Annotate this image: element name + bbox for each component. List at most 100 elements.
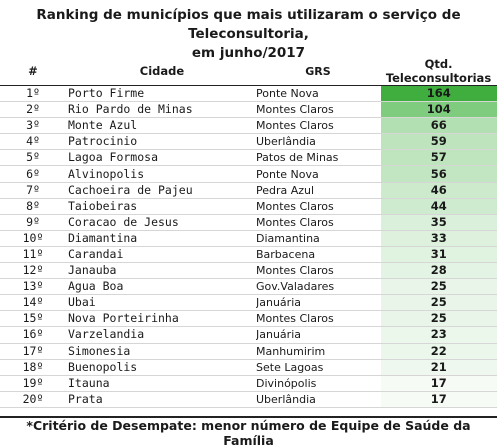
qtd-cell: 104 [379, 101, 497, 119]
rank-cell: 20º [0, 391, 66, 408]
qtd-cell: 46 [379, 182, 497, 199]
header-rank: # [0, 57, 66, 86]
rank-cell: 16º [0, 326, 66, 344]
table-row: 17º Simonesia Manhumirim 22 [0, 343, 497, 360]
city-cell: Prata [66, 391, 256, 408]
city-cell: Carandai [66, 246, 256, 264]
grs-cell: Divinópolis [256, 375, 380, 392]
city-cell: Varzelandia [66, 326, 256, 344]
qtd-cell: 56 [379, 165, 497, 183]
rank-cell: 9º [0, 214, 66, 231]
table-row: 13º Agua Boa Gov.Valadares 25 [0, 278, 497, 296]
table-row: 7º Cachoeira de Pajeu Pedra Azul 46 [0, 182, 497, 199]
qtd-cell: 25 [379, 294, 497, 312]
grs-cell: Ponte Nova [256, 165, 380, 183]
footnote-divider [0, 416, 497, 418]
qtd-cell: 59 [379, 133, 497, 151]
qtd-cell: 31 [379, 246, 497, 264]
table-row: 14º Ubai Januária 25 [0, 294, 497, 312]
qtd-cell: 25 [379, 310, 497, 328]
rank-cell: 7º [0, 182, 66, 199]
table-row: 10º Diamantina Diamantina 33 [0, 230, 497, 247]
rank-cell: 14º [0, 294, 66, 312]
city-cell: Porto Firme [66, 85, 256, 103]
rank-cell: 3º [0, 117, 66, 135]
grs-cell: Montes Claros [256, 101, 380, 119]
city-cell: Buenopolis [66, 359, 256, 376]
grs-cell: Montes Claros [256, 117, 380, 135]
rank-cell: 15º [0, 310, 66, 328]
city-cell: Coracao de Jesus [66, 214, 256, 231]
grs-cell: Januária [256, 294, 380, 312]
grs-cell: Montes Claros [256, 310, 380, 328]
qtd-cell: 44 [379, 198, 497, 215]
city-cell: Ubai [66, 294, 256, 312]
city-cell: Itauna [66, 375, 256, 392]
grs-cell: Pedra Azul [256, 182, 380, 199]
grs-cell: Uberlândia [256, 391, 380, 408]
table-row: 11º Carandai Barbacena 31 [0, 246, 497, 264]
footnote: *Critério de Desempate: menor número de … [26, 418, 471, 448]
table-row: 6º Alvinopolis Ponte Nova 56 [0, 165, 497, 183]
table-row: 2º Rio Pardo de Minas Montes Claros 104 [0, 101, 497, 119]
rank-cell: 6º [0, 165, 66, 183]
grs-cell: Barbacena [256, 246, 380, 264]
rank-cell: 17º [0, 343, 66, 360]
grs-cell: Ponte Nova [256, 85, 380, 103]
rank-cell: 1º [0, 85, 66, 103]
header-city: Cidade [66, 57, 256, 86]
grs-cell: Gov.Valadares [256, 278, 380, 296]
table-row: 5º Lagoa Formosa Patos de Minas 57 [0, 149, 497, 167]
grs-cell: Montes Claros [256, 198, 380, 215]
city-cell: Taiobeiras [66, 198, 256, 215]
grs-cell: Diamantina [256, 230, 380, 247]
city-cell: Rio Pardo de Minas [66, 101, 256, 119]
header-grs: GRS [256, 57, 380, 86]
city-cell: Lagoa Formosa [66, 149, 256, 167]
grs-cell: Montes Claros [256, 214, 380, 231]
city-cell: Nova Porteirinha [66, 310, 256, 328]
rank-cell: 4º [0, 133, 66, 151]
table-row: 3º Monte Azul Montes Claros 66 [0, 117, 497, 135]
table-row: 16º Varzelandia Januária 23 [0, 326, 497, 344]
header-qtd: Qtd. Teleconsultorias [380, 57, 497, 86]
rank-cell: 10º [0, 230, 66, 247]
city-cell: Diamantina [66, 230, 256, 247]
title-line-1: Ranking de municípios que mais utilizara… [36, 7, 461, 42]
city-cell: Simonesia [66, 343, 256, 360]
table-row: 8º Taiobeiras Montes Claros 44 [0, 198, 497, 215]
rank-cell: 11º [0, 246, 66, 264]
qtd-cell: 21 [379, 359, 497, 376]
city-cell: Agua Boa [66, 278, 256, 296]
table-body: 1º Porto Firme Ponte Nova 164 2º Rio Pardo de… [0, 85, 497, 408]
table-row: 9º Coracao de Jesus Montes Claros 35 [0, 214, 497, 231]
rank-cell: 12º [0, 262, 66, 280]
city-cell: Alvinopolis [66, 165, 256, 183]
table-row: 1º Porto Firme Ponte Nova 164 [0, 85, 497, 103]
grs-cell: Patos de Minas [256, 149, 380, 167]
grs-cell: Montes Claros [256, 262, 380, 280]
rank-cell: 5º [0, 149, 66, 167]
page-title: Ranking de municípios que mais utilizara… [0, 6, 497, 63]
rank-cell: 8º [0, 198, 66, 215]
qtd-cell: 33 [379, 230, 497, 247]
rank-cell: 19º [0, 375, 66, 392]
grs-cell: Januária [256, 326, 380, 344]
table-row: 20º Prata Uberlândia 17 [0, 391, 497, 408]
qtd-cell: 23 [379, 326, 497, 344]
table-row: 18º Buenopolis Sete Lagoas 21 [0, 359, 497, 376]
city-cell: Monte Azul [66, 117, 256, 135]
qtd-cell: 17 [379, 375, 497, 392]
qtd-cell: 22 [379, 343, 497, 360]
qtd-cell: 25 [379, 278, 497, 296]
grs-cell: Sete Lagoas [256, 359, 380, 376]
table-row: 15º Nova Porteirinha Montes Claros 25 [0, 310, 497, 328]
qtd-cell: 164 [379, 85, 497, 103]
grs-cell: Uberlândia [256, 133, 380, 151]
qtd-cell: 35 [379, 214, 497, 231]
qtd-cell: 66 [379, 117, 497, 135]
table-header-row: # Cidade GRS Qtd. Teleconsultorias [0, 57, 497, 86]
city-cell: Janauba [66, 262, 256, 280]
rank-cell: 13º [0, 278, 66, 296]
qtd-cell: 28 [379, 262, 497, 280]
